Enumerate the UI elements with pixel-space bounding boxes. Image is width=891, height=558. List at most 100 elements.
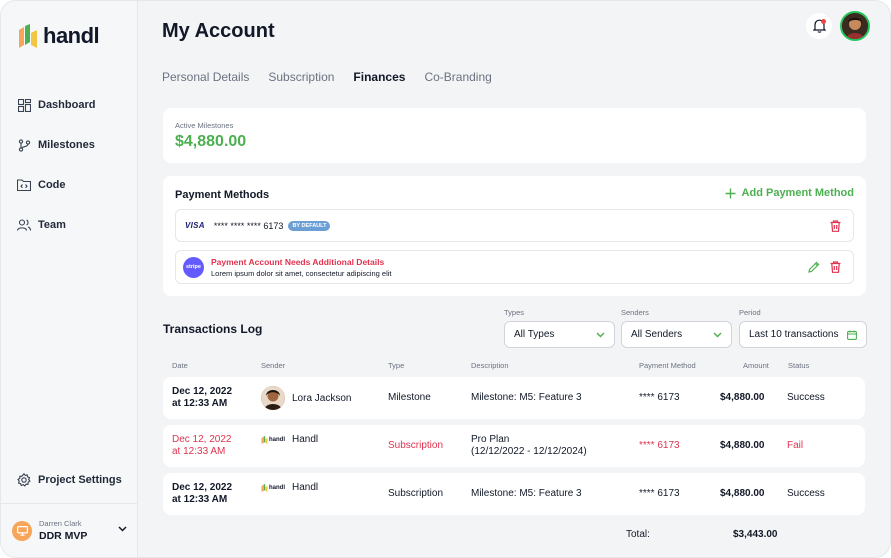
project-name: DDR MVP xyxy=(39,530,88,542)
tx-amount: $4,880.00 xyxy=(720,440,765,451)
senders-select[interactable]: All Senders xyxy=(621,321,732,348)
sidebar: handl Dashboard Milestones Code xyxy=(1,1,138,557)
handl-mini-logo: handl xyxy=(261,435,285,444)
tx-status: Fail xyxy=(787,440,804,451)
project-settings-label: Project Settings xyxy=(38,474,122,486)
tx-date-time: at 12:33 AM xyxy=(172,494,228,505)
column-header-sender: Sender xyxy=(261,361,286,370)
tx-sender: handl Handl xyxy=(261,482,318,493)
payment-methods-title: Payment Methods xyxy=(175,189,270,201)
user-avatar[interactable] xyxy=(840,11,870,41)
tab-subscription[interactable]: Subscription xyxy=(268,70,335,84)
sidebar-item-team[interactable]: Team xyxy=(1,205,137,245)
tx-status: Success xyxy=(787,488,825,499)
types-filter: Types All Types xyxy=(504,308,615,348)
pencil-icon[interactable] xyxy=(808,261,820,273)
tx-description: Pro Plan (12/12/2022 - 12/12/2024) xyxy=(471,434,587,458)
project-settings-link[interactable]: Project Settings xyxy=(17,473,122,487)
types-filter-label: Types xyxy=(504,308,525,317)
stripe-warning-title: Payment Account Needs Additional Details xyxy=(211,256,385,267)
tx-date-day: Dec 12, 2022 xyxy=(172,434,232,445)
users-icon xyxy=(17,218,31,232)
handl-logo-icon xyxy=(19,24,37,48)
sidebar-item-label: Code xyxy=(38,179,66,191)
senders-filter-label: Senders xyxy=(621,308,649,317)
notifications-button[interactable] xyxy=(806,13,832,39)
tx-description: Milestone: M5: Feature 3 xyxy=(471,488,582,499)
page-title: My Account xyxy=(162,20,275,42)
sidebar-item-dashboard[interactable]: Dashboard xyxy=(1,85,137,125)
tab-finances[interactable]: Finances xyxy=(353,70,406,84)
visa-logo: VISA xyxy=(185,221,205,230)
table-row[interactable]: Dec 12, 2022 at 12:33 AM Lora Jackson Mi… xyxy=(163,377,865,419)
sidebar-item-label: Dashboard xyxy=(38,99,96,111)
gear-icon xyxy=(17,473,31,487)
tab-co-branding[interactable]: Co-Branding xyxy=(424,70,492,84)
card-number: **** **** **** 6173 xyxy=(213,220,284,231)
main-content: My Account Personal Details Subscription… xyxy=(138,1,890,557)
handl-mini-logo: handl xyxy=(261,483,285,492)
trash-icon[interactable] xyxy=(830,261,841,273)
sidebar-item-milestones[interactable]: Milestones xyxy=(1,125,137,165)
tab-personal-details[interactable]: Personal Details xyxy=(162,70,250,84)
tx-description-line2: (12/12/2022 - 12/12/2024) xyxy=(471,446,587,457)
table-row[interactable]: Dec 12, 2022 at 12:33 AM handl Handl Sub… xyxy=(163,473,865,515)
column-header-description: Description xyxy=(471,361,509,370)
column-header-date: Date xyxy=(172,361,188,370)
column-header-status: Status xyxy=(788,361,810,370)
column-header-type: Type xyxy=(388,361,405,370)
total-label: Total: xyxy=(626,529,650,540)
payment-method-stripe[interactable]: stripe Payment Account Needs Additional … xyxy=(175,250,854,284)
table-row[interactable]: Dec 12, 2022 at 12:33 AM handl Handl Sub… xyxy=(163,425,865,467)
period-filter: Period Last 10 transactions xyxy=(739,308,867,348)
tx-amount: $4,880.00 xyxy=(720,392,765,403)
sidebar-item-code[interactable]: Code xyxy=(1,165,137,205)
brand-logo[interactable]: handl xyxy=(19,23,100,49)
tx-description-line1: Pro Plan xyxy=(471,434,510,445)
tx-sender: handl Handl xyxy=(261,434,318,445)
brand-name: handl xyxy=(43,23,100,48)
trash-icon[interactable] xyxy=(830,219,841,232)
chevron-down-icon xyxy=(713,332,722,338)
dashboard-grid-icon xyxy=(17,98,31,112)
total-value: $3,443.00 xyxy=(733,529,778,540)
payment-methods-card: Payment Methods Add Payment Method VISA … xyxy=(163,176,866,296)
tx-date: Dec 12, 2022 at 12:33 AM xyxy=(172,386,232,410)
project-switcher[interactable]: Darren Clark DDR MVP xyxy=(1,503,137,557)
calendar-icon xyxy=(847,330,857,340)
tx-payment-method: **** 6173 xyxy=(639,392,680,403)
stripe-logo: stripe xyxy=(183,256,204,278)
project-avatar xyxy=(12,520,32,541)
tx-description-line1: Milestone: M5: Feature 3 xyxy=(471,488,582,499)
account-tabs: Personal Details Subscription Finances C… xyxy=(162,70,492,84)
types-select[interactable]: All Types xyxy=(504,321,615,348)
sender-name: Lora Jackson xyxy=(292,392,352,404)
tx-type: Subscription xyxy=(388,488,444,499)
plus-icon xyxy=(725,188,736,198)
default-badge: BY DEFAULT xyxy=(288,220,331,231)
sender-name: Handl xyxy=(292,434,319,445)
transactions-log-title: Transactions Log xyxy=(163,322,263,336)
tx-type: Milestone xyxy=(388,392,431,403)
tx-date: Dec 12, 2022 at 12:33 AM xyxy=(172,434,232,458)
tx-date-time: at 12:33 AM xyxy=(172,398,228,409)
notification-dot xyxy=(821,19,826,24)
sidebar-nav: Dashboard Milestones Code Team xyxy=(1,85,137,245)
tx-status: Success xyxy=(787,392,825,403)
tx-sender: Lora Jackson xyxy=(261,386,351,410)
types-select-value: All Types xyxy=(514,329,555,340)
senders-select-value: All Senders xyxy=(631,329,683,340)
payment-method-visa[interactable]: VISA **** **** **** 6173 BY DEFAULT xyxy=(175,209,854,242)
senders-filter: Senders All Senders xyxy=(621,308,732,348)
stripe-warning-desc: Lorem ipsum dolor sit amet, consectetur … xyxy=(211,268,392,278)
chevron-down-icon[interactable] xyxy=(118,526,127,532)
user-photo-icon xyxy=(842,13,868,39)
period-select[interactable]: Last 10 transactions xyxy=(739,321,867,348)
tx-amount: $4,880.00 xyxy=(720,488,765,499)
sender-name: Handl xyxy=(292,482,319,493)
add-payment-method-button[interactable]: Add Payment Method xyxy=(725,187,854,199)
chevron-down-icon xyxy=(596,332,605,338)
folder-code-icon xyxy=(17,178,31,192)
monitor-icon xyxy=(16,525,28,536)
